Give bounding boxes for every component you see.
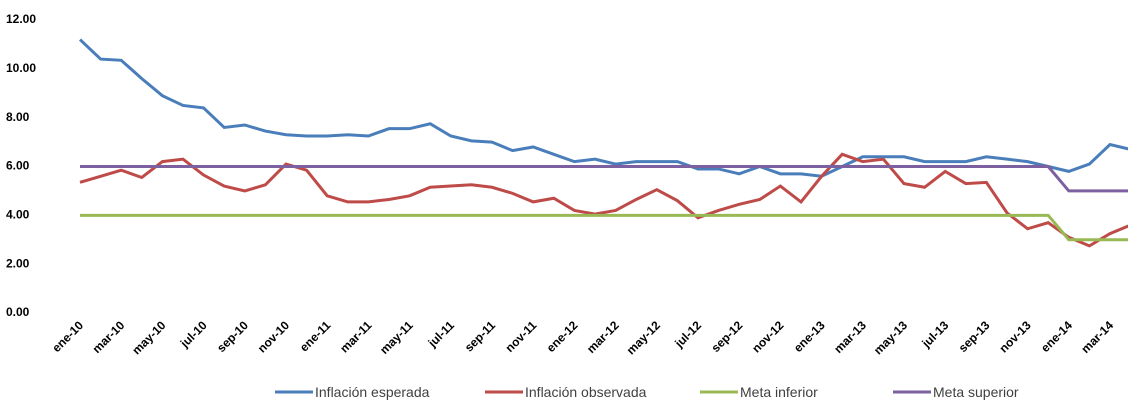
x-tick-label: mar-13 — [831, 318, 869, 356]
y-tick-label: 8.00 — [6, 110, 30, 124]
x-tick-label: ene-10 — [49, 318, 86, 355]
x-tick-label: ene-11 — [297, 318, 334, 355]
x-tick-label: mar-10 — [90, 318, 128, 356]
legend-label: Meta inferior — [740, 384, 818, 400]
legend-label: Inflación observada — [525, 384, 647, 400]
y-tick-label: 12.00 — [6, 12, 36, 26]
y-tick-label: 2.00 — [6, 256, 30, 270]
series-line — [80, 213, 1128, 242]
x-tick-label: ene-12 — [544, 318, 581, 355]
x-tick-label: nov-13 — [996, 318, 1033, 355]
x-tick-label: ene-14 — [1038, 318, 1075, 355]
x-tick-label: sep-11 — [462, 318, 499, 355]
x-tick-label: may-10 — [129, 318, 168, 357]
x-tick-label: may-13 — [871, 318, 910, 357]
series-line — [79, 152, 1128, 248]
x-tick-label: jul-10 — [177, 318, 210, 351]
x-tick-label: mar-14 — [1078, 318, 1116, 356]
x-tick-label: nov-12 — [749, 318, 786, 355]
x-tick-label: sep-13 — [956, 318, 993, 355]
y-tick-label: 10.00 — [6, 61, 36, 75]
x-tick-label: nov-11 — [503, 318, 540, 355]
series-line — [78, 38, 1128, 178]
y-tick-label: 0.00 — [6, 305, 30, 319]
x-tick-label: sep-10 — [214, 318, 251, 355]
series-line — [80, 165, 1128, 193]
x-tick-label: jul-12 — [671, 318, 704, 351]
x-tick-label: jul-13 — [919, 318, 952, 351]
y-tick-label: 6.00 — [6, 159, 30, 173]
legend-label: Inflación esperada — [315, 384, 430, 400]
x-tick-label: jul-11 — [425, 318, 458, 351]
y-tick-label: 4.00 — [6, 208, 30, 222]
x-tick-label: ene-13 — [791, 318, 828, 355]
legend-label: Meta superior — [933, 384, 1019, 400]
x-tick-label: mar-11 — [337, 318, 374, 355]
x-tick-label: may-12 — [624, 318, 663, 357]
x-tick-label: nov-10 — [255, 318, 292, 355]
x-tick-label: may-11 — [377, 318, 416, 357]
x-tick-label: sep-12 — [709, 318, 746, 355]
x-tick-label: mar-12 — [584, 318, 622, 356]
